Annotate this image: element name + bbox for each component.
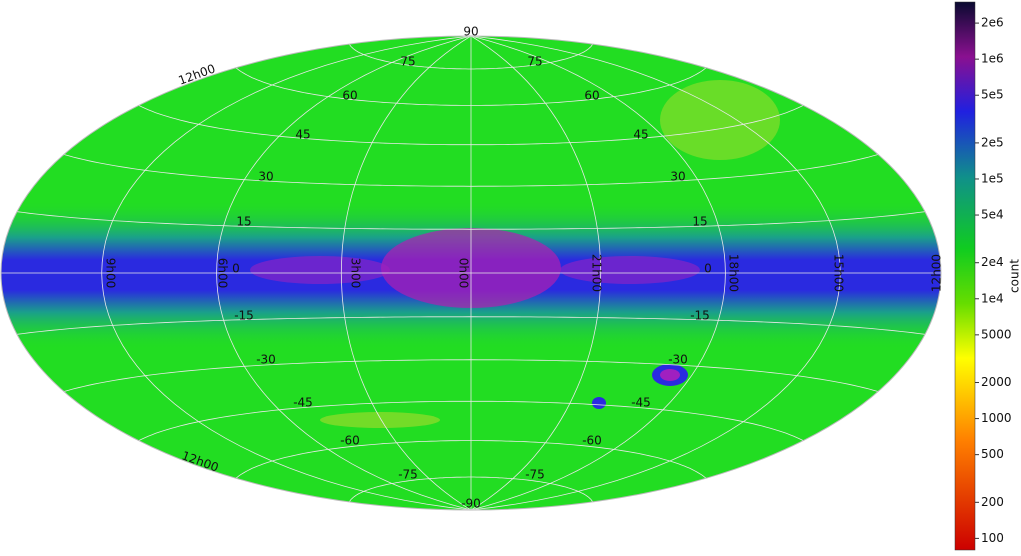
colorbar-tick-label: 500 <box>981 447 1004 461</box>
dec-label: -15 <box>234 309 254 323</box>
colorbar-tick-label: 2e6 <box>981 16 1004 30</box>
ra-label: 18h00 <box>727 254 741 292</box>
ra-label: 0h00 <box>457 258 471 289</box>
dec-label: 60 <box>342 89 357 103</box>
dec-label: -45 <box>293 396 313 410</box>
colorbar-tick-label: 5e5 <box>981 88 1004 102</box>
dec-label: 30 <box>258 170 273 184</box>
dec-label: -90 <box>461 497 481 511</box>
dec-label: 90 <box>463 25 478 39</box>
dec-label: -30 <box>668 353 688 367</box>
ra-label: 9h00 <box>104 258 118 289</box>
colorbar-tick-label: 1000 <box>981 411 1012 425</box>
dec-label: 0 <box>232 262 240 276</box>
dec-label: 75 <box>400 55 415 69</box>
dec-label: 45 <box>633 128 648 142</box>
colorbar-tick-label: 1e6 <box>981 52 1004 66</box>
colorbar-tick-label: 100 <box>981 531 1004 545</box>
dec-label: 30 <box>670 170 685 184</box>
ra-label: 12h00 <box>930 254 944 292</box>
ra-label: 6h00 <box>216 258 230 289</box>
colorbar-tick-label: 5000 <box>981 327 1012 341</box>
colorbar-tick-label: 2e5 <box>981 135 1004 149</box>
dec-label: -75 <box>398 468 418 482</box>
dec-label: -75 <box>525 468 545 482</box>
colorbar-tick-label: 1e5 <box>981 171 1004 185</box>
dec-label: 75 <box>527 55 542 69</box>
dec-label: 15 <box>236 215 251 229</box>
colorbar-tick-label: 200 <box>981 495 1004 509</box>
colorbar-label: count <box>1008 259 1021 293</box>
colorbar-tick-label: 5e4 <box>981 208 1004 222</box>
ra-label: 21h00 <box>590 254 604 292</box>
dec-label: -45 <box>631 396 651 410</box>
ra-label: 15h00 <box>832 254 846 292</box>
dec-label: -60 <box>340 434 360 448</box>
dec-label: -15 <box>690 309 710 323</box>
dec-label: 15 <box>692 215 707 229</box>
ra-label: 3h00 <box>349 258 363 289</box>
dec-label: 60 <box>584 89 599 103</box>
dec-label: 0 <box>704 262 712 276</box>
colorbar <box>955 2 975 550</box>
colorbar-tick-label: 2e4 <box>981 255 1004 269</box>
colorbar-tick-label: 1e4 <box>981 291 1004 305</box>
dec-label: 45 <box>295 128 310 142</box>
dec-label: -60 <box>582 434 602 448</box>
dec-label: -30 <box>256 353 276 367</box>
colorbar-tick-label: 2000 <box>981 375 1012 389</box>
